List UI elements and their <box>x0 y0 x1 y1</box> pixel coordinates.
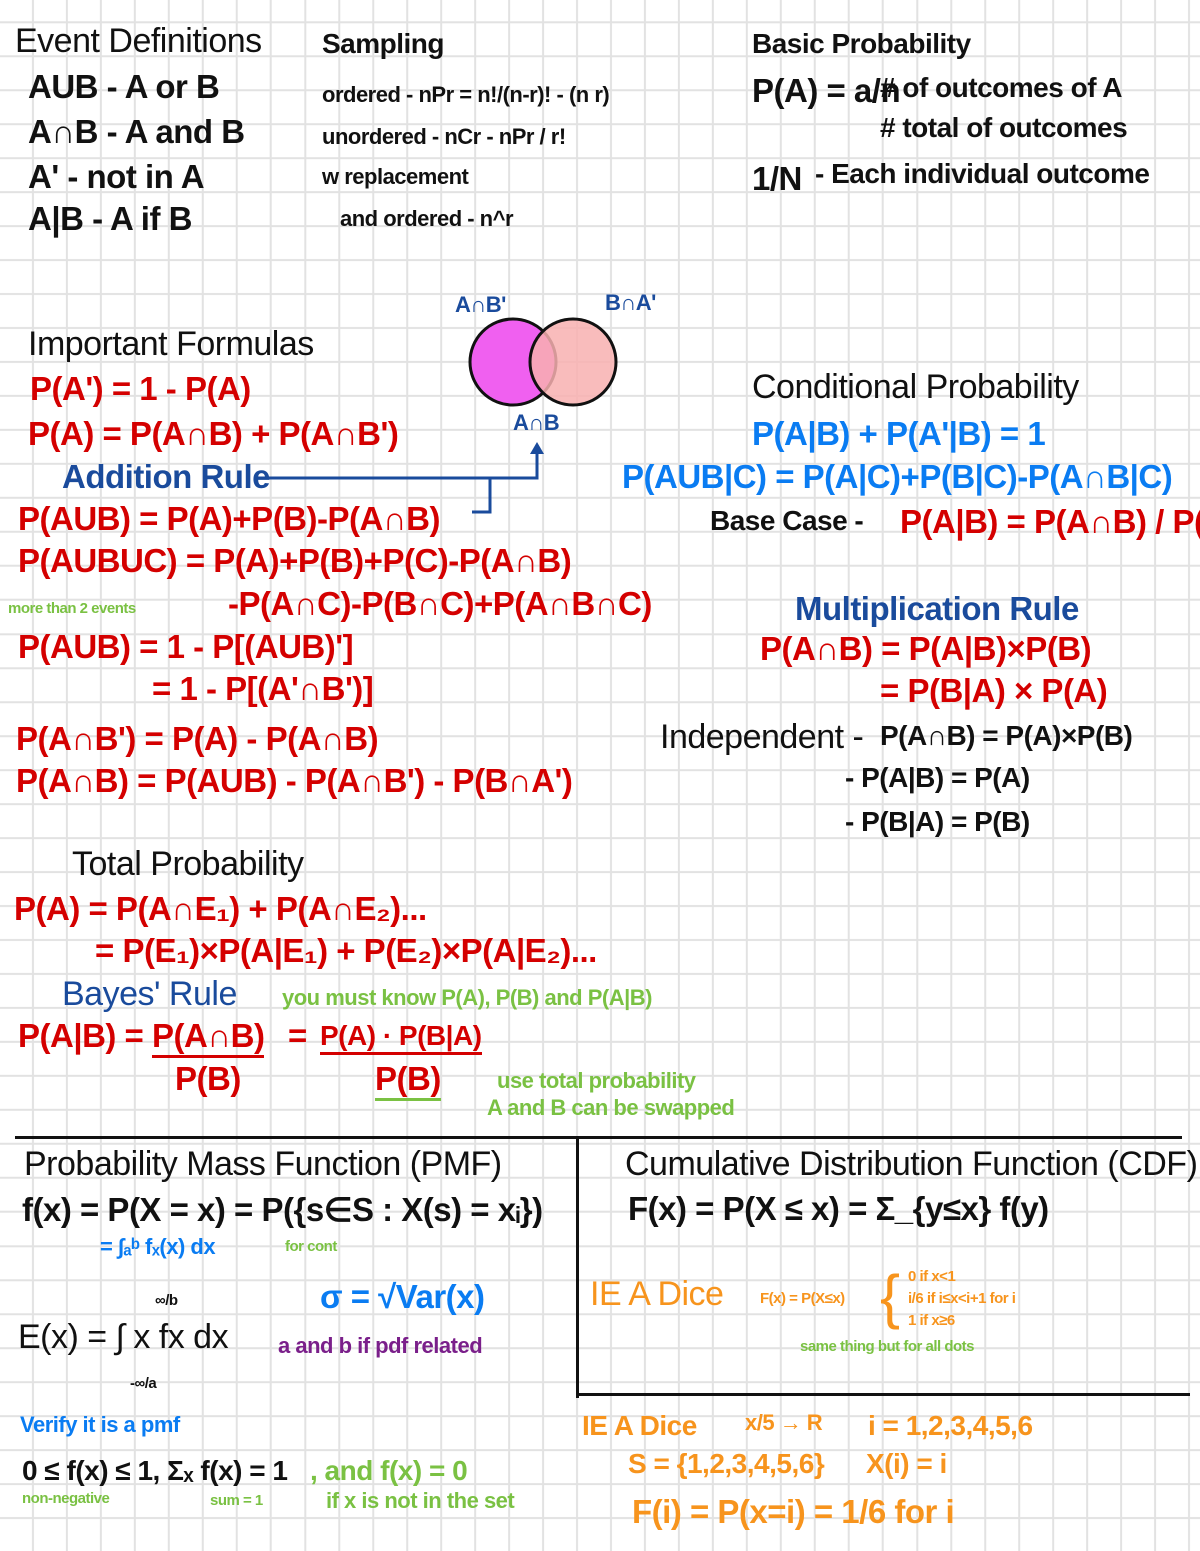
independent-line-2: - P(A|B) = P(A) <box>845 762 1030 793</box>
independent-label: Independent - <box>660 718 864 756</box>
complement-union-2: = 1 - P[(A'∩B')] <box>152 670 374 707</box>
cdf-case-1: 0 if x<1 <box>908 1268 956 1285</box>
base-case-label: Base Case - <box>710 505 864 536</box>
sampling-replacement: w replacement <box>322 164 469 189</box>
sampling-ordered: ordered - nPr = n!/(n-r)! - (n r) <box>322 82 610 107</box>
basic-probability-den-note: # total of outcomes <box>880 112 1128 143</box>
bayes-note-total: use total probability <box>497 1068 696 1093</box>
bayes-lhs: P(A|B) = <box>18 1017 144 1054</box>
bayes-note-swap: A and B can be swapped <box>487 1095 735 1120</box>
bayes-frac2-den: P(B) <box>375 1060 441 1101</box>
bayes-rule-title: Bayes' Rule <box>62 975 237 1013</box>
addition-rule-arrow <box>255 442 544 514</box>
expectation-formula: E(x) = ∫ x fx dx <box>18 1318 229 1356</box>
dice-sample-space: S = {1,2,3,4,5,6} <box>628 1448 825 1479</box>
bayes-eq: = <box>288 1017 307 1054</box>
cdf-example-label: IE A Dice <box>590 1275 724 1313</box>
cdf-formula: F(x) = P(X ≤ x) = Σ_{y≤x} f(y) <box>628 1190 1049 1227</box>
dice-f-line: F(i) = P(x=i) = 1/6 for i <box>632 1493 955 1530</box>
basic-probability-one-over-n: 1/N <box>752 160 802 197</box>
cases-brace: { <box>880 1263 900 1330</box>
sampling-title: Sampling <box>322 28 445 59</box>
pmf-formula: f(x) = P(X = x) = P({s∈S : X(s) = xᵢ}) <box>22 1191 543 1228</box>
bayes-frac1-den: P(B) <box>175 1060 241 1097</box>
basic-probability-each-note: - Each individual outcome <box>815 158 1150 189</box>
bayes-frac2-num: P(A) · P(B|A) <box>320 1020 482 1055</box>
venn-label-intersection: A∩B <box>513 410 560 435</box>
event-def-conditional: A|B - A if B <box>28 200 192 237</box>
sampling-unordered: unordered - nCr - nPr / r! <box>322 124 566 149</box>
venn-label-b-not-a: B∩A' <box>605 290 656 315</box>
conditional-line-2: P(AUB|C) = P(A|C)+P(B|C)-P(A∩B|C) <box>622 458 1173 495</box>
section-divider <box>15 1136 1182 1139</box>
venn-diagram <box>468 317 618 407</box>
formula-a-not-b: P(A∩B') = P(A) - P(A∩B) <box>16 720 379 757</box>
formula-complement: P(A') = 1 - P(A) <box>30 370 251 407</box>
addition-rule-title: Addition Rule <box>62 458 270 495</box>
expectation-note: a and b if pdf related <box>278 1333 483 1358</box>
basic-probability-title: Basic Probability <box>752 28 971 59</box>
total-probability-line-1: P(A) = P(A∩E₁) + P(A∩E₂)... <box>14 890 427 927</box>
event-def-intersection: A∩B - A and B <box>28 113 245 150</box>
basic-probability-num-note: # of outcomes of A <box>880 72 1122 103</box>
pmf-and-line: , and f(x) = 0 <box>310 1455 468 1486</box>
expectation-lower-limit: -∞/a <box>130 1375 157 1392</box>
multiplication-line-2: = P(B|A) × P(A) <box>880 672 1108 709</box>
cdf-title: Cumulative Distribution Function (CDF) <box>625 1145 1198 1183</box>
event-definitions-title: Event Definitions <box>15 22 262 60</box>
addition-rule-three-cont: -P(A∩C)-P(B∩C)+P(A∩B∩C) <box>228 585 652 622</box>
cdf-case-2: i/6 if i≤x<i+1 for i <box>908 1290 1016 1307</box>
bayes-note: you must know P(A), P(B) and P(A|B) <box>282 985 652 1010</box>
non-negative-note: non-negative <box>22 1490 110 1507</box>
addition-rule-three: P(AUBUC) = P(A)+P(B)+P(C)-P(A∩B) <box>18 542 572 579</box>
dice-label: IE A Dice <box>582 1410 697 1441</box>
addition-rule-two: P(AUB) = P(A)+P(B)-P(A∩B) <box>18 500 440 537</box>
verify-pmf-title: Verify it is a pmf <box>20 1412 180 1437</box>
sigma-formula: σ = √Var(x) <box>320 1278 485 1315</box>
cdf-example-formula: F(x) = P(X≤x) <box>760 1290 845 1307</box>
formula-partition: P(A) = P(A∩B) + P(A∩B') <box>28 415 399 452</box>
dice-i-values: i = 1,2,3,4,5,6 <box>868 1410 1033 1441</box>
complement-union-1: P(AUB) = 1 - P[(AUB)'] <box>18 628 354 665</box>
pmf-integral: = ∫ₐᵇ fₓ(x) dx <box>100 1234 216 1259</box>
more-than-two-note: more than 2 events <box>8 600 136 617</box>
pmf-and-note: if x is not in the set <box>326 1488 515 1513</box>
dice-x-map: X(i) = i <box>866 1448 947 1479</box>
sampling-replacement-ordered: and ordered - n^r <box>340 206 514 231</box>
base-case-formula: P(A|B) = P(A∩B) / P(B) <box>900 503 1200 540</box>
conditional-probability-title: Conditional Probability <box>752 368 1079 406</box>
multiplication-line-1: P(A∩B) = P(A|B)×P(B) <box>760 630 1092 667</box>
venn-label-a-not-b: A∩B' <box>455 292 506 317</box>
cdf-green-note: same thing but for all dots <box>800 1338 975 1355</box>
expectation-upper-limit: ∞/b <box>155 1292 178 1309</box>
independent-line-1: P(A∩B) = P(A)×P(B) <box>880 720 1133 751</box>
important-formulas-title: Important Formulas <box>28 325 314 363</box>
multiplication-rule-title: Multiplication Rule <box>795 590 1079 627</box>
verify-pmf-formula: 0 ≤ f(x) ≤ 1, Σₓ f(x) = 1 <box>22 1455 288 1486</box>
cdf-case-3: 1 if x≥6 <box>908 1312 955 1329</box>
event-def-complement: A' - not in A <box>28 158 205 195</box>
pmf-cdf-divider <box>576 1136 579 1398</box>
cdf-bottom-divider <box>576 1393 1190 1396</box>
pmf-integral-note: for cont <box>285 1238 337 1255</box>
basic-probability-formula: P(A) = a/n <box>752 72 901 109</box>
venn-circle-b <box>528 317 618 407</box>
formula-intersection: P(A∩B) = P(AUB) - P(A∩B') - P(B∩A') <box>16 762 573 799</box>
total-probability-line-2: = P(E₁)×P(A|E₁) + P(E₂)×P(A|E₂)... <box>95 932 597 969</box>
conditional-line-1: P(A|B) + P(A'|B) = 1 <box>752 415 1046 452</box>
pmf-title: Probability Mass Function (PMF) <box>24 1145 502 1183</box>
independent-line-3: - P(B|A) = P(B) <box>845 806 1030 837</box>
sum-note: sum = 1 <box>210 1492 263 1509</box>
total-probability-title: Total Probability <box>72 845 304 883</box>
bayes-frac1-num: P(A∩B) <box>152 1017 265 1058</box>
event-def-union: AUB - A or B <box>28 68 220 105</box>
dice-map: x/5 → R <box>745 1410 823 1435</box>
